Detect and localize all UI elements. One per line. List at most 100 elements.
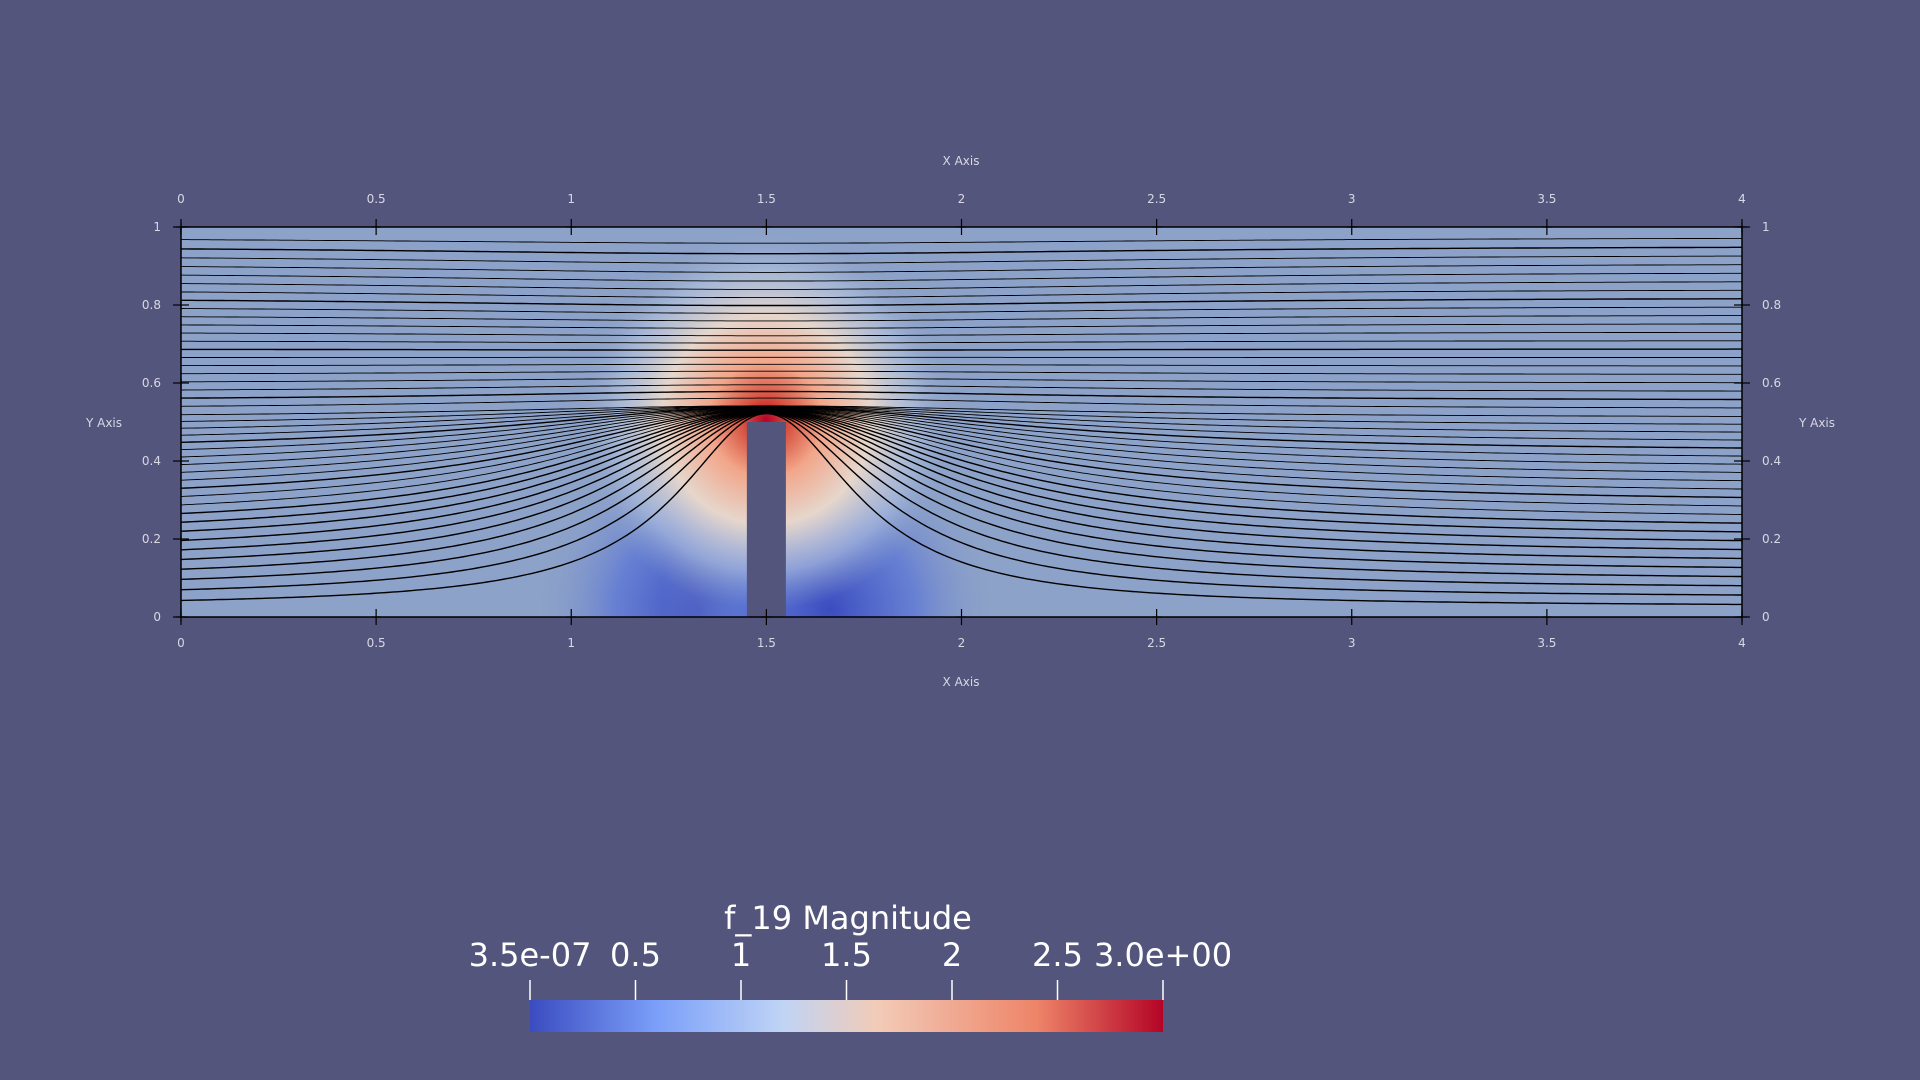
x-tick: 2.5 — [1147, 192, 1166, 235]
y-tick: 0.6 — [1734, 376, 1781, 390]
x-tick-label: 3.5 — [1537, 636, 1556, 650]
streamline — [181, 407, 1742, 465]
y-tick: 0 — [153, 610, 189, 624]
streamline — [181, 370, 1742, 375]
streamline — [181, 255, 1742, 264]
colorbar-gradient — [530, 1000, 1163, 1032]
colorbar-label: 2 — [942, 936, 962, 974]
streamline — [181, 363, 1742, 367]
color-legend: f_19 Magnitude 3.5e-07 0.5 1 1.5 2 2.5 3.0e+00 — [469, 899, 1232, 1032]
streamline — [181, 410, 1742, 551]
streamline — [181, 272, 1742, 282]
streamline — [181, 410, 1742, 533]
streamline — [181, 412, 1742, 606]
field-hotspot — [181, 227, 1742, 617]
x-axis-title-top: X Axis — [943, 154, 980, 168]
x-tick-label: 0.5 — [367, 636, 386, 650]
colorbar-label: 3.0e+00 — [1094, 936, 1232, 974]
y-tick: 0.2 — [142, 532, 189, 546]
x-tick: 0.5 — [367, 609, 386, 650]
scalar-field — [181, 227, 1742, 617]
x-tick-label: 4 — [1738, 636, 1746, 650]
streamline — [181, 264, 1742, 273]
x-tick-label: 1 — [567, 192, 575, 206]
y-tick-label: 0.8 — [1762, 298, 1781, 312]
y-tick-label: 0.2 — [1762, 532, 1781, 546]
x-tick: 1 — [566, 609, 577, 650]
streamline — [181, 405, 1742, 417]
colorbar-ticks: 3.5e-07 0.5 1 1.5 2 2.5 3.0e+00 — [469, 936, 1232, 1000]
colorbar-label: 1.5 — [821, 936, 872, 974]
y-tick-label: 0 — [1762, 610, 1770, 624]
x-axis-title-bottom: X Axis — [943, 675, 980, 689]
y-tick: 1 — [153, 220, 189, 234]
x-tick: 1 — [566, 192, 577, 235]
y-tick-label: 0.4 — [142, 454, 161, 468]
x-tick: 1.5 — [757, 609, 776, 650]
colorbar-label: 0.5 — [610, 936, 661, 974]
streamline — [181, 406, 1742, 449]
y-tick: 0.2 — [1734, 532, 1781, 546]
streamline — [181, 348, 1742, 351]
streamlines — [181, 237, 1742, 606]
streamline — [181, 411, 1742, 578]
streamline — [181, 281, 1742, 290]
y-tick-label: 1 — [1762, 220, 1770, 234]
y-tick: 0.4 — [142, 454, 189, 468]
x-tick-label: 0 — [177, 192, 185, 206]
y-tick-label: 0.6 — [1762, 376, 1781, 390]
y-tick: 0 — [1734, 610, 1770, 624]
x-tick-label: 2 — [958, 192, 966, 206]
x-tick-label: 2.5 — [1147, 636, 1166, 650]
streamline — [181, 237, 1742, 244]
y-tick-label: 0.2 — [142, 532, 161, 546]
colorbar-label: 2.5 — [1032, 936, 1083, 974]
x-tick-label: 1.5 — [757, 636, 776, 650]
y-tick-label: 1 — [153, 220, 161, 234]
streamline — [181, 409, 1742, 507]
x-tick-label: 1 — [567, 636, 575, 650]
streamline — [181, 407, 1742, 473]
y-tick-label: 0 — [153, 610, 161, 624]
streamline — [181, 315, 1742, 322]
x-tick-label: 3 — [1348, 192, 1356, 206]
streamline — [181, 411, 1742, 569]
streamline — [181, 409, 1742, 515]
x-tick: 2.5 — [1147, 609, 1166, 650]
streamline — [181, 411, 1742, 560]
streamline — [181, 412, 1742, 587]
y-axis-title-right: Y Axis — [1798, 416, 1835, 430]
streamline — [181, 410, 1742, 542]
y-tick: 0.8 — [142, 298, 189, 312]
y-tick-label: 0.6 — [142, 376, 161, 390]
x-tick: 1.5 — [757, 192, 776, 235]
colorbar-title: f_19 Magnitude — [724, 899, 972, 937]
streamline — [181, 390, 1742, 401]
x-tick-label: 0.5 — [367, 192, 386, 206]
streamline — [181, 289, 1742, 299]
x-tick: 3 — [1346, 192, 1357, 235]
x-tick-label: 1.5 — [757, 192, 776, 206]
cube-axes: 0 0 0.5 0.5 1 1 1.5 1.5 2 2 2.5 2.5 3 3 3.5 3.5 4 4 0 0 0.2 0… — [142, 192, 1781, 650]
streamline — [181, 246, 1742, 255]
x-tick: 2 — [956, 192, 967, 235]
obstacle — [746, 422, 786, 617]
x-tick-label: 4 — [1738, 192, 1746, 206]
x-tick-label: 0 — [177, 636, 185, 650]
streamline — [181, 306, 1742, 314]
streamline — [181, 406, 1742, 441]
streamline — [181, 331, 1742, 337]
streamline — [181, 408, 1742, 482]
y-tick-label: 0.4 — [1762, 454, 1781, 468]
x-tick: 3 — [1346, 609, 1357, 650]
y-tick-label: 0.8 — [142, 298, 161, 312]
streamline — [181, 407, 1742, 457]
x-tick-label: 2 — [958, 636, 966, 650]
streamline — [181, 412, 1742, 596]
streamline — [181, 298, 1742, 307]
y-tick: 1 — [1734, 220, 1770, 234]
x-tick-label: 3.5 — [1537, 192, 1556, 206]
x-tick-label: 3 — [1348, 636, 1356, 650]
streamline — [181, 397, 1742, 409]
